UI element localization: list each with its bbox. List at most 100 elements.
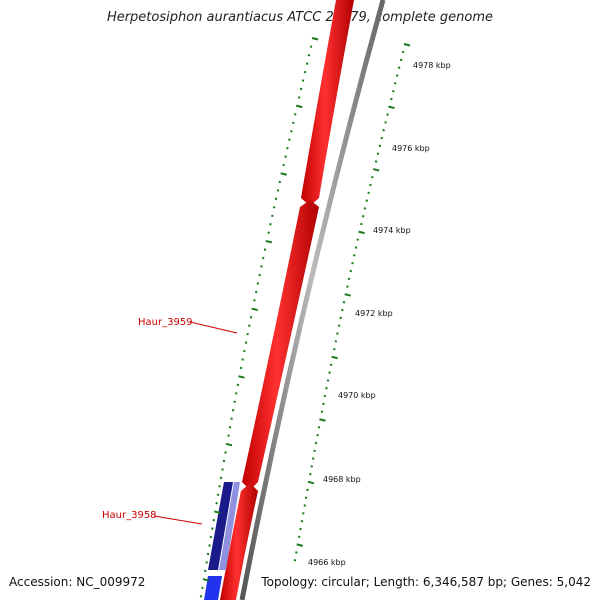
major-tick: [295, 104, 303, 109]
minor-tick: [274, 197, 278, 201]
minor-tick: [329, 363, 333, 367]
tick-label-4966: 4966 kbp: [308, 558, 346, 567]
minor-tick: [341, 308, 344, 312]
outer-tick-ring: [293, 43, 411, 562]
minor-tick: [231, 409, 235, 412]
minor-tick: [306, 488, 309, 492]
minor-tick: [211, 527, 214, 530]
major-tick: [251, 307, 258, 312]
gene-block-haur-3958-dark[interactable]: [208, 482, 233, 570]
minor-tick: [401, 50, 405, 54]
minor-tick: [228, 425, 232, 429]
minor-tick: [302, 512, 305, 515]
minor-tick: [249, 316, 253, 319]
minor-tick: [216, 493, 220, 497]
minor-tick: [241, 358, 244, 361]
major-tick: [238, 375, 245, 379]
minor-tick: [224, 451, 227, 454]
major-tick: [344, 293, 351, 297]
minor-tick: [218, 485, 221, 488]
minor-tick: [236, 383, 240, 387]
minor-tick: [244, 341, 248, 344]
minor-tick: [390, 97, 393, 101]
minor-tick: [293, 559, 297, 562]
minor-tick: [394, 82, 397, 85]
major-tick: [202, 578, 210, 582]
minor-tick: [235, 392, 238, 395]
minor-tick: [399, 58, 403, 62]
minor-tick: [397, 66, 401, 69]
minor-tick: [297, 96, 301, 99]
minor-tick: [354, 246, 358, 249]
minor-tick: [339, 316, 342, 320]
minor-tick: [351, 261, 354, 265]
minor-tick: [201, 586, 204, 590]
minor-tick: [376, 152, 380, 155]
minor-tick: [199, 595, 203, 598]
tick-label-4974: 4974 kbp: [373, 226, 411, 235]
minor-tick: [309, 473, 312, 476]
major-tick: [280, 172, 287, 176]
reverse-gene-track[interactable]: [204, 482, 240, 600]
inner-tick-ring: [199, 37, 319, 598]
minor-tick: [258, 273, 261, 277]
minor-tick: [254, 290, 258, 294]
minor-tick: [233, 400, 236, 404]
minor-tick: [267, 231, 270, 234]
minor-tick: [221, 468, 224, 471]
minor-tick: [219, 476, 223, 480]
minor-tick: [246, 332, 249, 336]
minor-tick: [303, 504, 306, 507]
minor-tick: [243, 349, 246, 353]
minor-tick: [367, 191, 370, 195]
gene-block-blue[interactable]: [204, 576, 222, 600]
minor-tick: [349, 269, 353, 273]
minor-tick: [356, 238, 360, 241]
accession-text: Accession: NC_009972: [9, 575, 146, 589]
minor-tick: [256, 282, 260, 285]
minor-tick: [363, 207, 367, 210]
minor-tick: [361, 215, 365, 218]
gene-label-haur-3959[interactable]: Haur_3959: [138, 317, 193, 328]
minor-tick: [336, 332, 339, 335]
forward-gene-track[interactable]: [220, 0, 354, 600]
minor-tick: [203, 569, 207, 573]
minor-tick: [360, 222, 363, 226]
major-tick: [372, 168, 380, 172]
minor-tick: [395, 74, 399, 77]
minor-tick: [212, 518, 216, 522]
minor-tick: [378, 144, 382, 148]
minor-tick: [386, 113, 389, 116]
minor-tick: [260, 265, 263, 268]
minor-tick: [208, 544, 211, 547]
minor-tick: [222, 459, 226, 463]
genome-backbone: [239, 0, 386, 600]
major-tick: [388, 105, 395, 110]
minor-tick: [286, 146, 289, 150]
minor-tick: [253, 299, 256, 302]
minor-tick: [282, 163, 285, 167]
minor-tick: [293, 113, 297, 116]
label-leader-haur-3959: [189, 321, 238, 334]
tick-label-4976: 4976 kbp: [392, 144, 430, 153]
minor-tick: [333, 347, 336, 351]
tick-label-4972: 4972 kbp: [355, 309, 393, 318]
minor-tick: [278, 180, 282, 184]
minor-tick: [261, 256, 265, 260]
minor-tick: [290, 130, 293, 133]
gene-label-haur-3958[interactable]: Haur_3958: [102, 510, 157, 521]
gene-arrow-lower[interactable]: [220, 483, 258, 600]
minor-tick: [297, 535, 301, 539]
gene-labels: Haur_3959 Haur_3958: [102, 317, 238, 525]
gene-arrow-haur-3959[interactable]: [242, 200, 319, 490]
minor-tick: [209, 535, 213, 539]
gene-block-haur-3958-light[interactable]: [219, 482, 240, 570]
minor-tick: [369, 183, 372, 187]
minor-tick: [300, 519, 304, 523]
gene-arrow-upper[interactable]: [301, 0, 354, 206]
topology-text: Topology: circular; Length: 6,346,587 bp…: [261, 575, 591, 589]
major-tick: [403, 43, 411, 47]
minor-tick: [227, 434, 230, 437]
minor-tick: [325, 387, 328, 390]
